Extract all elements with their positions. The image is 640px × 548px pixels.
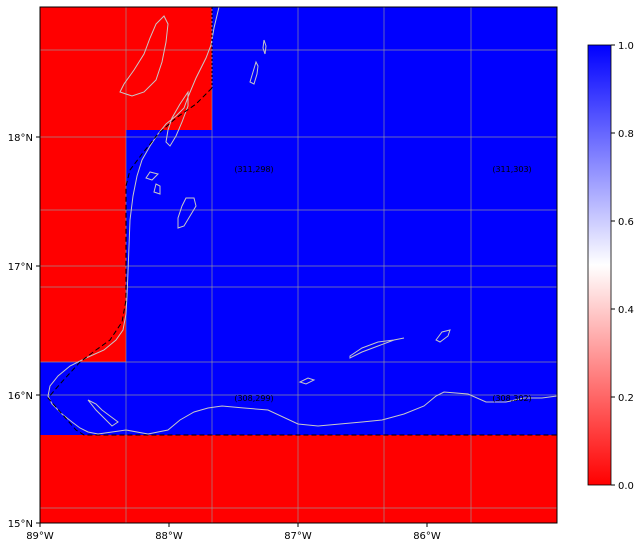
x-tick-label: 89°W: [26, 531, 54, 542]
y-tick-label: 17°N: [8, 262, 33, 273]
x-tick-label: 87°W: [284, 531, 312, 542]
cell-label-2: (311,303): [492, 165, 531, 174]
cell-labels: (311,298) (311,303) (308,299) (308,302): [234, 165, 531, 403]
island-turneffe: [177, 197, 197, 229]
coastlines: [47, 7, 557, 435]
y-tick-label: 15°N: [8, 519, 33, 530]
colorbar-tick-label: 0.6: [618, 217, 634, 228]
cell-r1-c1: [126, 130, 557, 362]
island-north: [249, 60, 259, 85]
coastline-bay: [119, 15, 169, 97]
island-utila: [298, 377, 316, 385]
coastline-gulf: [87, 399, 119, 427]
x-tick-labels: 89°W 88°W 87°W 86°W: [26, 531, 441, 542]
coastline-mainland: [47, 7, 557, 435]
y-tick-label: 16°N: [8, 391, 33, 402]
coastline-ambergris: [165, 90, 189, 147]
cell-label-4: (308,302): [492, 394, 531, 403]
cell-r0-c1: [212, 7, 557, 130]
colorbar-tick-label: 0.0: [618, 481, 634, 492]
island-cay-2: [153, 183, 161, 195]
colorbar-tick-label: 0.8: [618, 129, 634, 140]
colorbar-tick-label: 1.0: [618, 41, 634, 52]
island-roatan: [349, 337, 405, 359]
axis-ticks: [36, 136, 428, 527]
colorbar-tick-label: 0.2: [618, 393, 634, 404]
cell-r1-c0: [40, 130, 126, 362]
cell-label-1: (311,298): [234, 165, 273, 174]
x-tick-label: 86°W: [413, 531, 441, 542]
colorbar: 0.0 0.2 0.4 0.6 0.8 1.0: [587, 41, 634, 492]
cell-label-3: (308,299): [234, 394, 273, 403]
island-cozumel: [262, 39, 267, 55]
y-tick-labels: 15°N 16°N 17°N 18°N: [8, 133, 33, 530]
colorbar-gradient: [587, 44, 612, 486]
island-cay-1: [145, 171, 159, 181]
island-guanaja: [435, 329, 451, 343]
cell-r3: [40, 435, 557, 523]
national-border: [47, 87, 557, 436]
map-cells: [40, 7, 557, 523]
y-tick-label: 18°N: [8, 133, 33, 144]
colorbar-tick-label: 0.4: [618, 305, 634, 316]
x-tick-label: 88°W: [155, 531, 183, 542]
